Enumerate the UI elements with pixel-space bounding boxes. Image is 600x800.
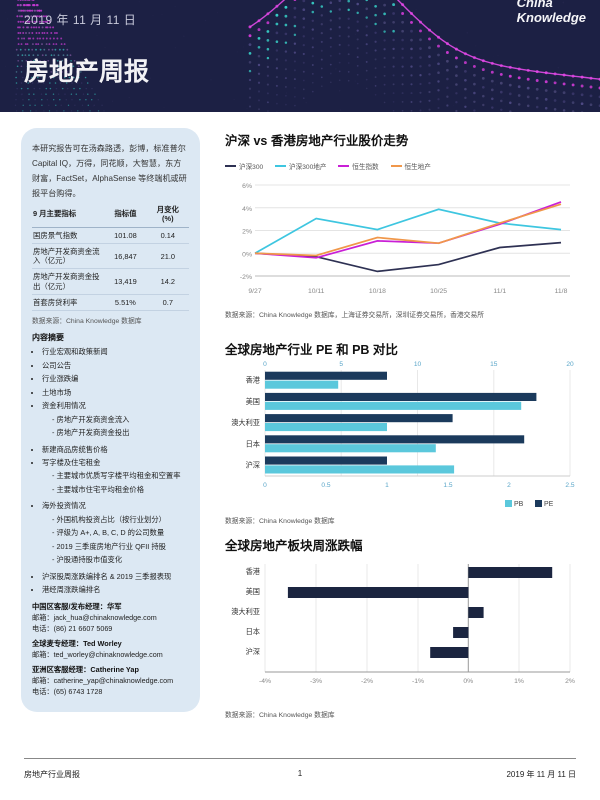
svg-text:6%: 6% [242,183,252,190]
svg-text:4%: 4% [242,206,252,213]
svg-text:PE: PE [544,501,554,508]
svg-text:1: 1 [385,482,389,489]
svg-text:9/27: 9/27 [248,288,261,295]
svg-text:日本: 日本 [246,439,260,448]
svg-text:香港: 香港 [246,567,261,576]
svg-text:0: 0 [263,361,267,368]
svg-text:-4%: -4% [259,678,271,685]
svg-text:10/25: 10/25 [430,288,447,295]
svg-text:10/18: 10/18 [369,288,386,295]
svg-text:香港: 香港 [246,376,261,385]
svg-text:2%: 2% [242,229,252,236]
svg-text:2%: 2% [565,678,575,685]
svg-text:0.5: 0.5 [321,482,330,489]
svg-text:0%: 0% [463,678,473,685]
svg-text:10: 10 [414,361,422,368]
svg-text:2: 2 [507,482,511,489]
svg-text:美国: 美国 [246,397,260,406]
svg-text:0: 0 [263,482,267,489]
svg-text:5: 5 [339,361,343,368]
svg-text:1%: 1% [514,678,524,685]
svg-text:11/8: 11/8 [555,288,568,295]
svg-text:15: 15 [490,361,498,368]
svg-text:-2%: -2% [240,274,252,281]
svg-text:沪深: 沪深 [246,461,260,470]
svg-text:0%: 0% [242,251,252,258]
svg-text:-1%: -1% [412,678,424,685]
svg-text:20: 20 [566,361,574,368]
svg-text:11/1: 11/1 [493,288,506,295]
svg-text:10/11: 10/11 [308,288,325,295]
svg-text:2.5: 2.5 [565,482,574,489]
svg-text:1.5: 1.5 [443,482,452,489]
svg-text:PB: PB [514,501,524,508]
svg-text:美国: 美国 [246,587,260,596]
svg-text:澳大利亚: 澳大利亚 [231,607,260,616]
svg-text:沪深: 沪深 [246,647,260,656]
svg-text:澳大利亚: 澳大利亚 [231,418,260,427]
svg-text:日本: 日本 [246,627,260,636]
svg-text:-2%: -2% [361,678,373,685]
svg-text:-3%: -3% [310,678,322,685]
